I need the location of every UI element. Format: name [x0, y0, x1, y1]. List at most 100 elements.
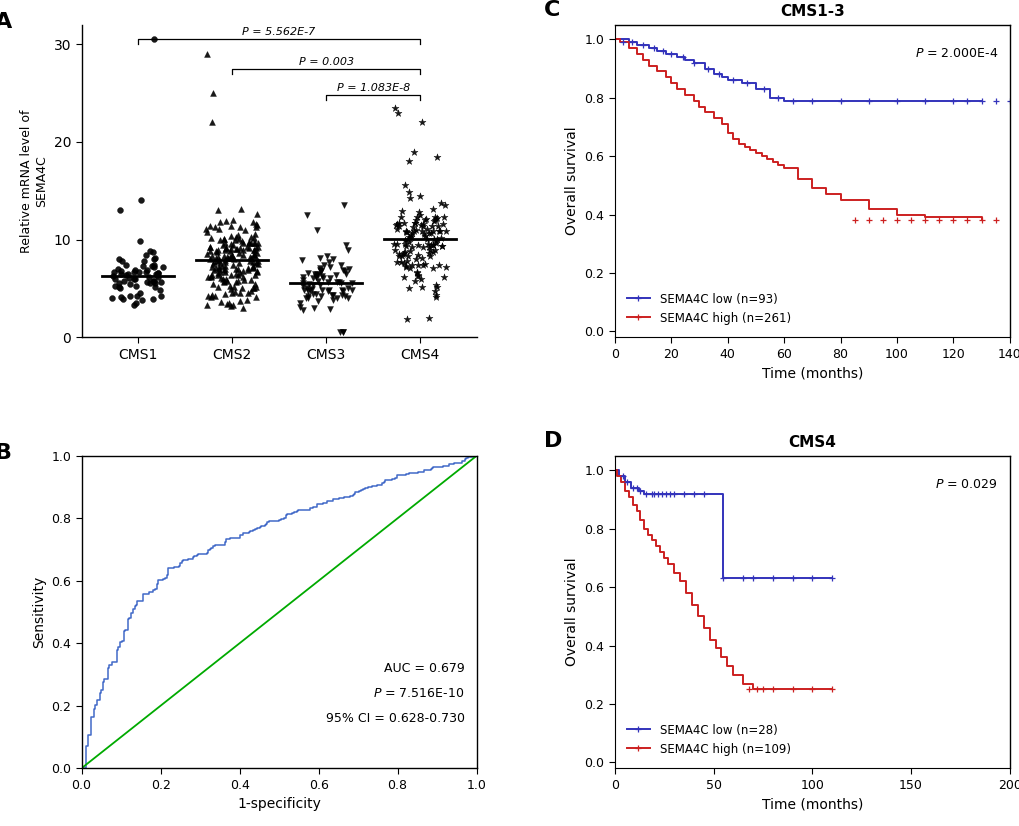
Point [412, 218, 428, 231]
Point [411, 209, 427, 222]
Point [414, 240, 430, 254]
Point [146, 260, 162, 273]
Y-axis label: Sensitivity: Sensitivity [32, 576, 46, 648]
Point [424, 246, 440, 259]
Point [225, 298, 242, 311]
Point [335, 325, 352, 339]
Point [396, 245, 413, 259]
Point [202, 252, 218, 265]
Point [228, 242, 245, 255]
Point [235, 236, 252, 249]
Point [219, 275, 235, 288]
Point [388, 256, 405, 269]
Point [218, 242, 234, 255]
Point [314, 269, 330, 282]
Point [312, 264, 328, 278]
Point [392, 255, 409, 268]
Text: $\it{P}$ = 7.516E-10: $\it{P}$ = 7.516E-10 [373, 686, 465, 700]
Point [434, 217, 450, 230]
Point [216, 287, 232, 301]
Point [307, 268, 323, 281]
Text: D: D [543, 431, 561, 451]
Point [199, 225, 215, 239]
Point [223, 268, 239, 282]
Point [429, 280, 445, 293]
Point [312, 263, 328, 276]
Point [246, 236, 262, 249]
Point [408, 223, 424, 236]
Point [230, 229, 247, 242]
Point [393, 204, 410, 217]
Point [417, 214, 433, 227]
Point [410, 249, 426, 262]
Point [428, 212, 444, 225]
Point [220, 251, 236, 264]
Point [125, 266, 142, 279]
Point [209, 245, 225, 259]
X-axis label: 1-specificity: 1-specificity [237, 797, 321, 811]
Point [247, 236, 263, 249]
Point [126, 263, 143, 277]
Point [403, 228, 419, 241]
Point [145, 274, 161, 287]
Point [390, 219, 407, 232]
Point [153, 276, 169, 289]
Point [142, 277, 158, 290]
Point [343, 283, 360, 297]
Point [396, 238, 413, 251]
Title: CMS4: CMS4 [788, 435, 836, 450]
Point [300, 291, 316, 304]
Point [414, 251, 430, 264]
Point [217, 262, 233, 275]
Point [409, 265, 425, 278]
Point [310, 268, 326, 282]
Point [232, 202, 249, 216]
Point [110, 281, 126, 294]
Point [127, 272, 144, 285]
Point [238, 293, 255, 306]
Point [387, 219, 404, 232]
Point [208, 262, 224, 275]
Point [401, 244, 418, 258]
Point [420, 237, 436, 250]
Point [107, 273, 123, 286]
Point [398, 225, 415, 239]
Point [203, 231, 219, 244]
Point [422, 238, 438, 251]
Point [424, 224, 440, 237]
Point [299, 208, 315, 221]
Point [118, 259, 135, 272]
Point [244, 230, 260, 243]
Point [399, 232, 416, 245]
Point [337, 264, 354, 278]
Point [202, 219, 218, 232]
Point [245, 259, 261, 273]
Point [328, 268, 344, 282]
Point [306, 301, 322, 315]
Point [426, 214, 442, 227]
Point [240, 235, 257, 249]
Point [409, 267, 425, 280]
Point [313, 265, 329, 278]
Point [428, 150, 444, 164]
Point [249, 266, 265, 279]
Point [248, 290, 264, 303]
Point [309, 268, 325, 281]
Point [200, 270, 216, 283]
Point [400, 235, 417, 249]
Point [146, 277, 162, 290]
Point [434, 240, 450, 253]
Point [210, 267, 226, 280]
Point [209, 243, 225, 256]
Point [332, 277, 348, 290]
Text: C: C [543, 0, 559, 20]
Point [214, 259, 230, 273]
Point [415, 259, 431, 272]
Point [212, 234, 228, 247]
Point [436, 198, 452, 211]
Point [111, 277, 127, 290]
Point [225, 281, 242, 294]
Point [139, 275, 155, 288]
Point [212, 265, 228, 278]
Point [398, 312, 415, 325]
